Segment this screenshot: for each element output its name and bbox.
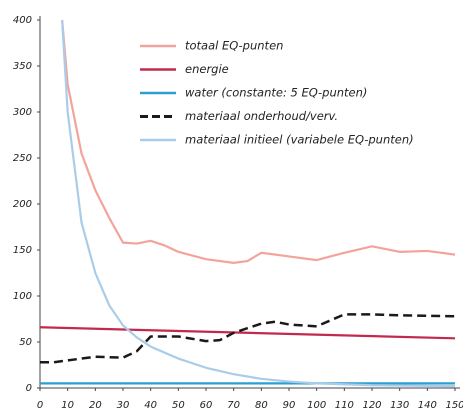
series-line [39,326,456,340]
x-tick-label: 80 [255,400,268,411]
y-tick-label: 400 [13,15,32,26]
series-line [61,19,456,264]
legend-label: materiaal onderhoud/verv. [185,109,338,123]
y-tick-label: 300 [13,107,32,118]
x-tick-label: 40 [144,400,157,411]
legend-label: water (constante: 5 EQ-punten) [185,86,367,100]
series-line [61,19,456,388]
x-tick-label: 60 [200,400,213,411]
x-tick-label: 90 [283,400,296,411]
legend-label: energie [185,62,229,76]
x-tick-label: 120 [362,400,381,411]
y-tick-label: 200 [13,199,32,210]
legend-label: materiaal initieel (variabele EQ-punten) [185,133,414,147]
series-line [40,313,456,364]
y-tick-label: 0 [26,383,32,394]
x-tick-label: 100 [307,400,326,411]
legend-label: totaal EQ-punten [185,39,283,53]
x-tick-label: 150 [445,400,463,411]
x-tick-label: 50 [172,400,185,411]
x-tick-label: 140 [418,400,437,411]
x-tick-label: 110 [335,400,354,411]
y-tick-label: 100 [13,291,32,302]
x-tick-label: 70 [227,400,240,411]
x-tick-label: 30 [117,400,130,411]
x-tick-label: 10 [61,400,74,411]
y-tick-label: 50 [19,337,32,348]
x-tick-label: 130 [390,400,409,411]
y-tick-label: 350 [13,61,32,72]
x-tick-label: 0 [37,400,43,411]
y-tick-label: 250 [13,153,32,164]
x-tick-label: 20 [89,400,102,411]
y-tick-label: 150 [13,245,32,256]
